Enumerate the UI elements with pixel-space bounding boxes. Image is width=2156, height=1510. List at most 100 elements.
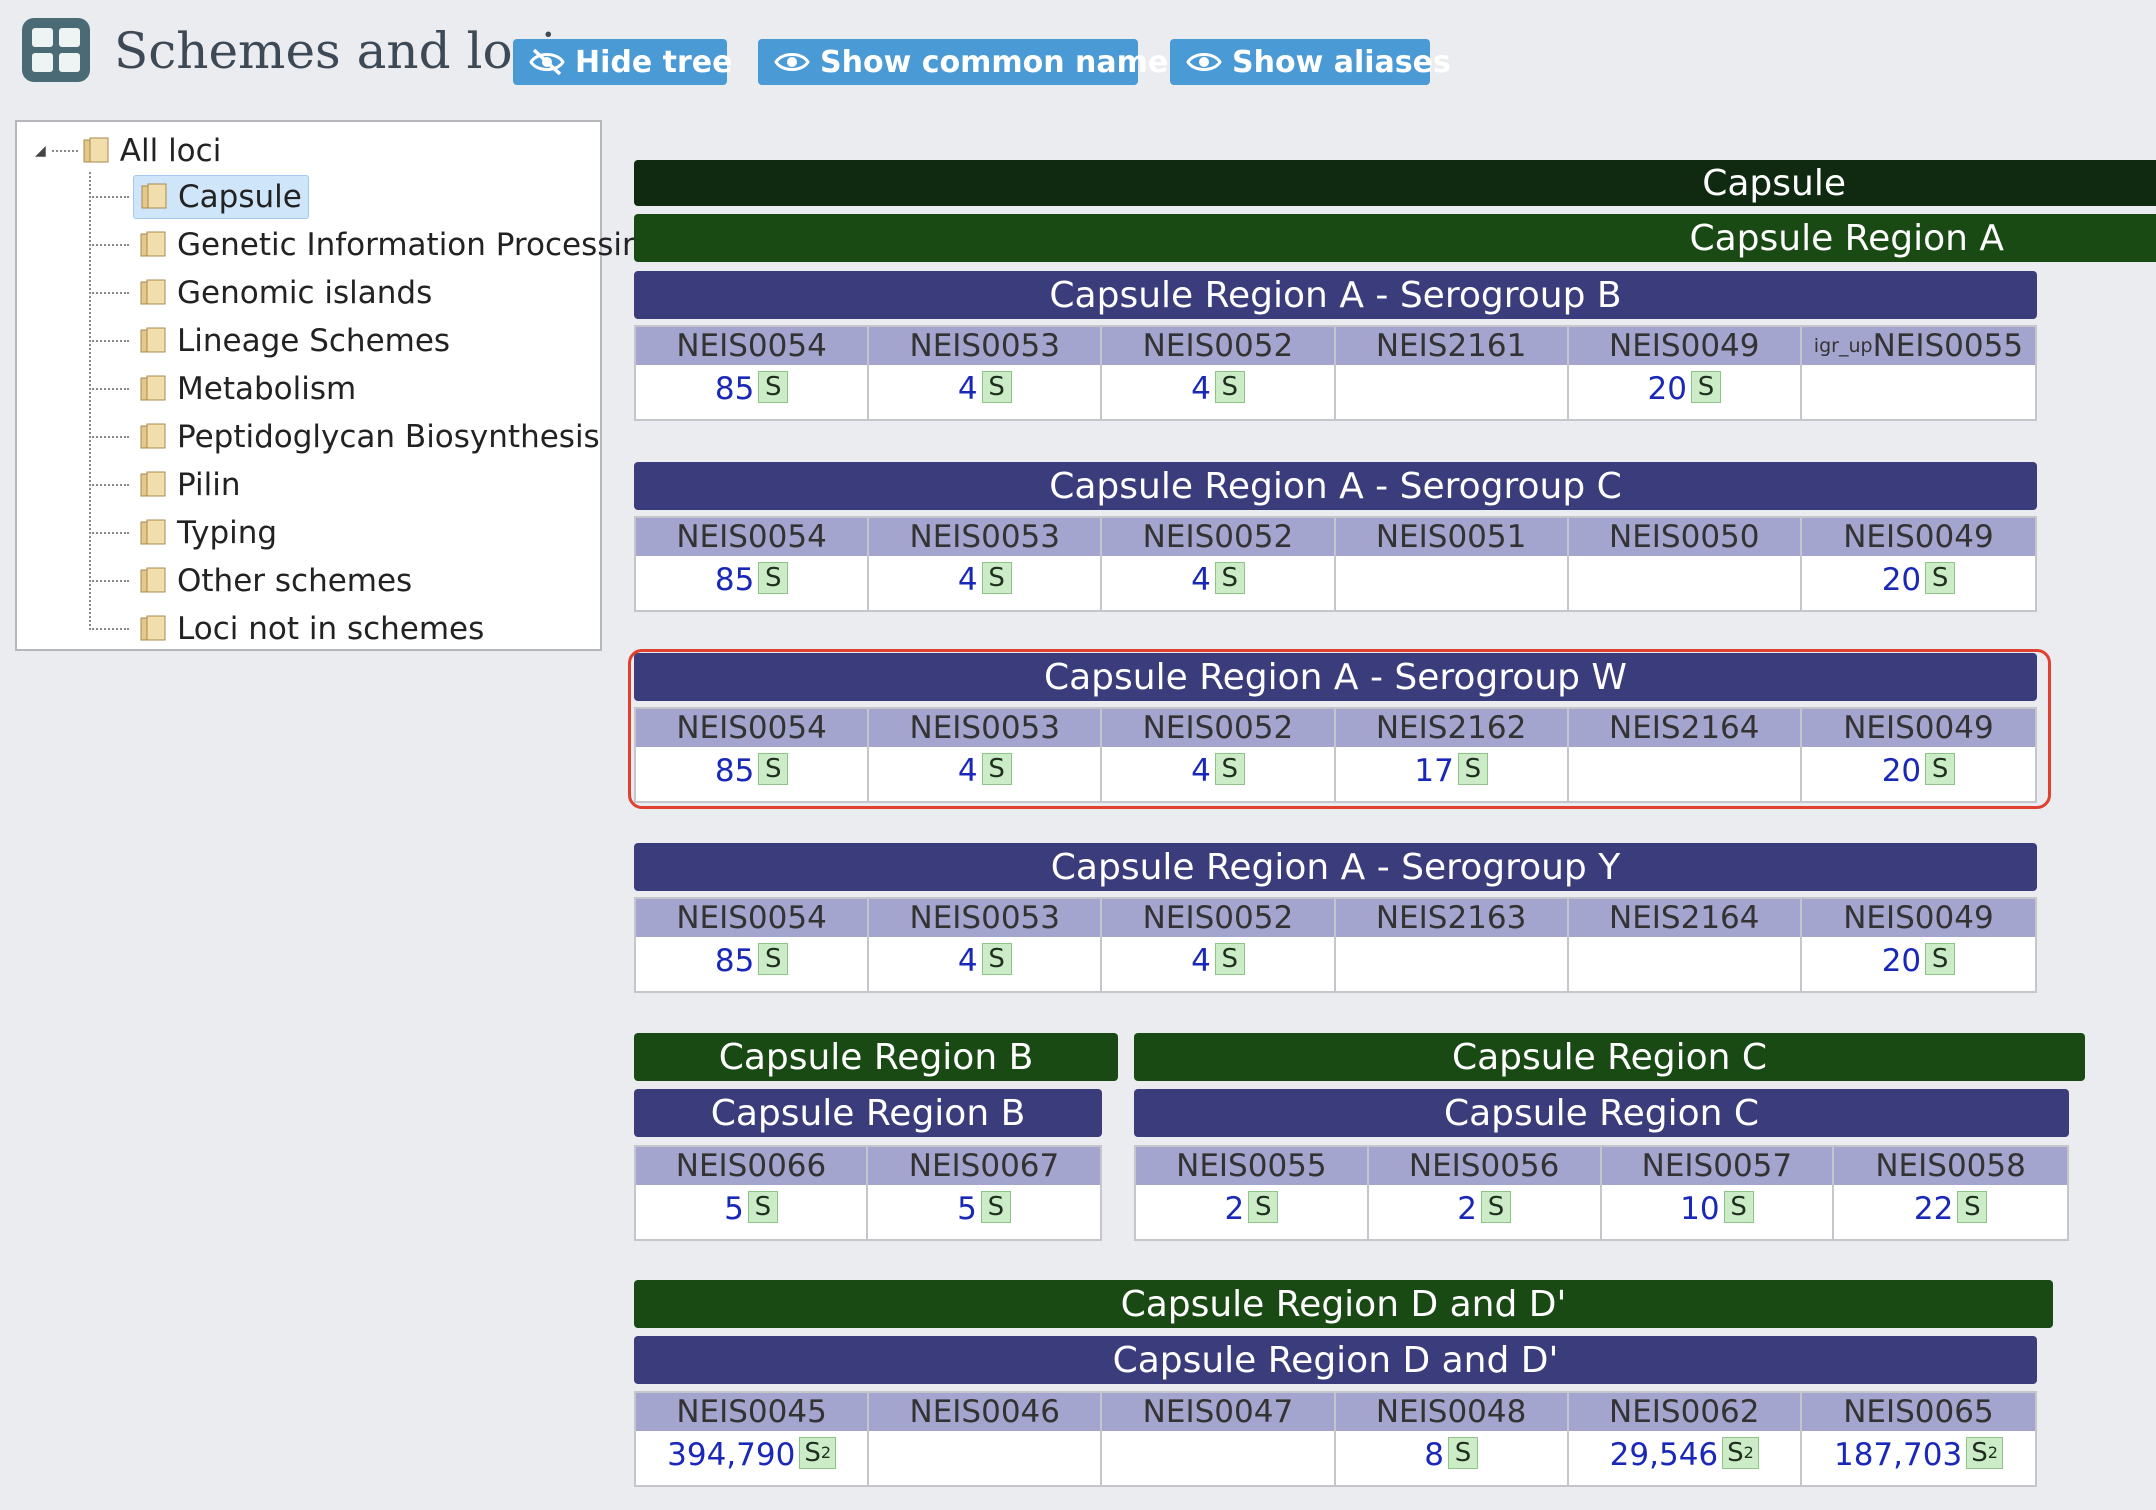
allele-count-link[interactable]: 4 (1191, 371, 1211, 407)
locus-header[interactable]: NEIS0054 (636, 709, 868, 747)
tree-root[interactable]: ◢ All loci (35, 130, 221, 172)
allele-count-link[interactable]: 4 (957, 943, 978, 979)
sequence-badge[interactable]: S (1925, 562, 1956, 594)
tree-item-capsule[interactable]: Capsule (89, 174, 309, 220)
locus-header[interactable]: NEIS0049 (1801, 899, 2036, 937)
sequence-badge[interactable]: S (1214, 562, 1245, 594)
sequence-badge[interactable]: S (758, 943, 789, 975)
tree-item-typing[interactable]: Typing (89, 510, 283, 556)
tree-item-lineage-schemes[interactable]: Lineage Schemes (89, 318, 456, 364)
locus-header[interactable]: NEIS0053 (869, 899, 1101, 937)
allele-count-link[interactable]: 29,546 (1609, 1437, 1719, 1473)
locus-header[interactable]: NEIS0054 (636, 899, 868, 937)
locus-header[interactable]: NEIS0052 (1102, 899, 1334, 937)
locus-header[interactable]: NEIS0057 (1601, 1147, 1833, 1185)
sequence-badge[interactable]: S (981, 943, 1012, 975)
locus-header[interactable]: NEIS0049 (1568, 327, 1800, 365)
locus-header[interactable]: NEIS0065 (1801, 1393, 2036, 1431)
locus-header[interactable]: NEIS0058 (1834, 1147, 2067, 1185)
locus-header[interactable]: NEIS0049 (1801, 518, 2036, 556)
tree-item-pilin[interactable]: Pilin (89, 462, 247, 508)
allele-count-link[interactable]: 85 (714, 753, 755, 789)
allele-count-link[interactable]: 5 (724, 1191, 744, 1227)
locus-header[interactable]: NEIS0066 (636, 1147, 867, 1185)
sequence-badge[interactable]: S (981, 562, 1012, 594)
allele-count-link[interactable]: 20 (1647, 371, 1687, 407)
sequence-badge[interactable]: S (1214, 943, 1245, 975)
locus-header[interactable]: NEIS2162 (1335, 709, 1567, 747)
tree-item-loci-not-in-schemes[interactable]: Loci not in schemes (89, 606, 490, 652)
locus-header[interactable]: NEIS2161 (1335, 327, 1567, 365)
locus-header[interactable]: NEIS0053 (869, 327, 1101, 365)
sequence-badge[interactable]: S (980, 1191, 1011, 1223)
locus-header[interactable]: NEIS0051 (1335, 518, 1567, 556)
allele-count-link[interactable]: 4 (1191, 753, 1211, 789)
sequence-badge[interactable]: S (1214, 753, 1245, 785)
sequence-badge[interactable]: S (1925, 753, 1956, 785)
locus-header[interactable]: NEIS0052 (1102, 709, 1334, 747)
allele-count-link[interactable]: 4 (957, 753, 978, 789)
allele-count-link[interactable]: 394,790 (667, 1437, 796, 1473)
sequence-badge[interactable]: S (981, 371, 1012, 403)
allele-count-link[interactable]: 4 (1191, 943, 1211, 979)
locus-header[interactable]: NEIS0050 (1568, 518, 1800, 556)
allele-count-link[interactable]: 8 (1424, 1437, 1444, 1473)
locus-header[interactable]: NEIS0055 (1136, 1147, 1367, 1185)
sequence-badge[interactable]: S (1957, 1191, 1988, 1223)
allele-count-link[interactable]: 2 (1457, 1191, 1477, 1227)
allele-count-link[interactable]: 85 (714, 943, 755, 979)
allele-count-link[interactable]: 20 (1881, 562, 1922, 598)
locus-header[interactable]: NEIS0052 (1102, 327, 1334, 365)
locus-header[interactable]: NEIS2164 (1568, 899, 1800, 937)
locus-header[interactable]: NEIS0053 (869, 709, 1101, 747)
sequence-badge[interactable]: S (1723, 1191, 1754, 1223)
show-common-names-button[interactable]: Show common names (758, 39, 1186, 85)
show-aliases-button[interactable]: Show aliases (1170, 39, 1451, 85)
allele-count-link[interactable]: 85 (714, 371, 755, 407)
locus-header[interactable]: NEIS0045 (636, 1393, 868, 1431)
locus-header[interactable]: NEIS0054 (636, 327, 868, 365)
allele-count-link[interactable]: 2 (1224, 1191, 1245, 1227)
locus-header[interactable]: NEIS0048 (1335, 1393, 1567, 1431)
allele-count-link[interactable]: 85 (714, 562, 755, 598)
locus-header[interactable]: NEIS0046 (869, 1393, 1101, 1431)
sequence-badge[interactable]: S (981, 753, 1012, 785)
sequence-badge[interactable]: S (758, 753, 789, 785)
allele-count-link[interactable]: 4 (1191, 562, 1211, 598)
hide-tree-button[interactable]: Hide tree (513, 39, 733, 85)
locus-header[interactable]: NEIS0067 (868, 1147, 1100, 1185)
sequence-badge[interactable]: S (758, 562, 789, 594)
allele-count-link[interactable]: 20 (1881, 753, 1922, 789)
sequence-badge[interactable]: S (1457, 753, 1488, 785)
sequence-badge[interactable]: S (1447, 1437, 1478, 1469)
allele-count-link[interactable]: 5 (957, 1191, 977, 1227)
locus-header[interactable]: NEIS0054 (636, 518, 868, 556)
locus-header[interactable]: NEIS2163 (1335, 899, 1567, 937)
locus-header[interactable]: NEIS0047 (1102, 1393, 1334, 1431)
locus-header[interactable]: NEIS0062 (1568, 1393, 1800, 1431)
allele-count-link[interactable]: 10 (1680, 1191, 1720, 1227)
sequence-badge[interactable]: S (1248, 1191, 1279, 1223)
tree-item-genetic-information-processing[interactable]: Genetic Information Processing (89, 222, 667, 268)
locus-header[interactable]: igr_up NEIS0055 (1801, 327, 2036, 365)
sequence-badge[interactable]: S (758, 371, 789, 403)
sequence-badge[interactable]: S (1925, 943, 1956, 975)
locus-header[interactable]: NEIS0049 (1801, 709, 2036, 747)
tree-item-other-schemes[interactable]: Other schemes (89, 558, 418, 604)
locus-header[interactable]: NEIS0052 (1102, 518, 1334, 556)
locus-header[interactable]: NEIS2164 (1568, 709, 1800, 747)
sequence-badge[interactable]: S (747, 1191, 778, 1223)
locus-header[interactable]: NEIS0056 (1368, 1147, 1600, 1185)
sequence-badge[interactable]: S (1214, 371, 1245, 403)
allele-count-link[interactable]: 187,703 (1833, 1437, 1963, 1473)
collapse-triangle-icon[interactable]: ◢ (35, 143, 46, 159)
allele-count-link[interactable]: 22 (1913, 1191, 1954, 1227)
locus-header[interactable]: NEIS0053 (869, 518, 1101, 556)
tree-item-metabolism[interactable]: Metabolism (89, 366, 362, 412)
tree-item-genomic-islands[interactable]: Genomic islands (89, 270, 438, 316)
allele-count-link[interactable]: 4 (957, 562, 978, 598)
allele-count-link[interactable]: 17 (1414, 753, 1454, 789)
tree-item-peptidoglycan-biosynthesis[interactable]: Peptidoglycan Biosynthesis (89, 414, 606, 460)
